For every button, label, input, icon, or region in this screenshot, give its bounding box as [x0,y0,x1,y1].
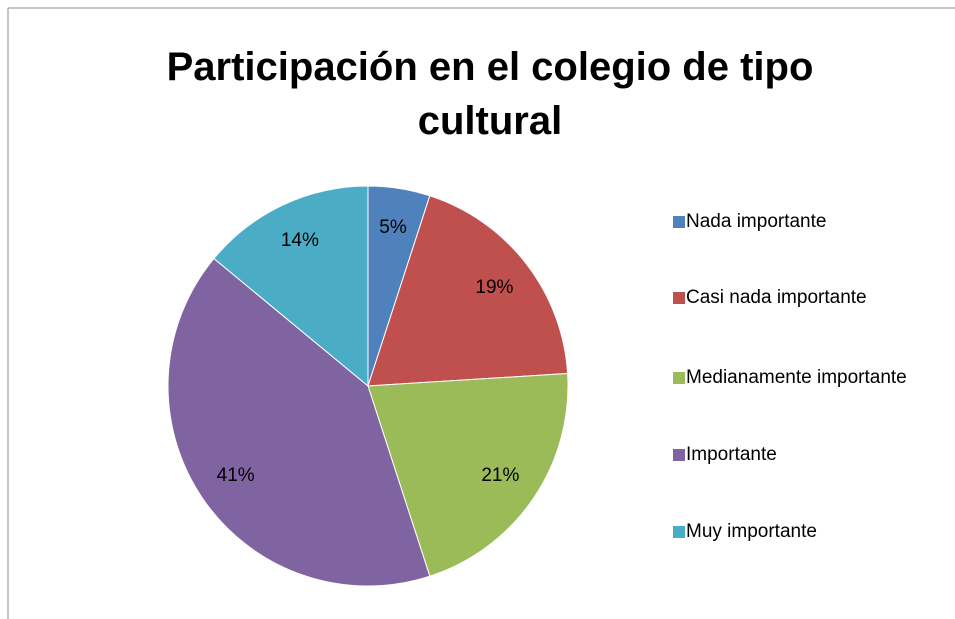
legend-swatch [673,292,685,304]
legend-label: Importante [686,444,777,465]
legend-swatch [673,526,685,538]
legend-swatch [673,216,685,228]
pie-slice [367,195,569,387]
legend-swatch [673,449,685,461]
data-label: 41% [217,465,255,486]
data-label: 21% [481,465,519,486]
data-label: 14% [281,230,319,251]
legend-label: Nada importante [686,211,827,232]
pie-slice [213,185,369,388]
chart-title: Participación en el colegio de tipo cult… [166,45,814,143]
legend-label: Medianamente importante [686,367,907,388]
legend-label: Casi nada importante [686,287,867,308]
legend-swatch [673,372,685,384]
pie-slice [167,257,431,587]
data-label: 5% [379,217,407,238]
data-label: 19% [475,277,513,298]
pie-slice [367,372,569,577]
legend-label: Muy importante [686,521,817,542]
